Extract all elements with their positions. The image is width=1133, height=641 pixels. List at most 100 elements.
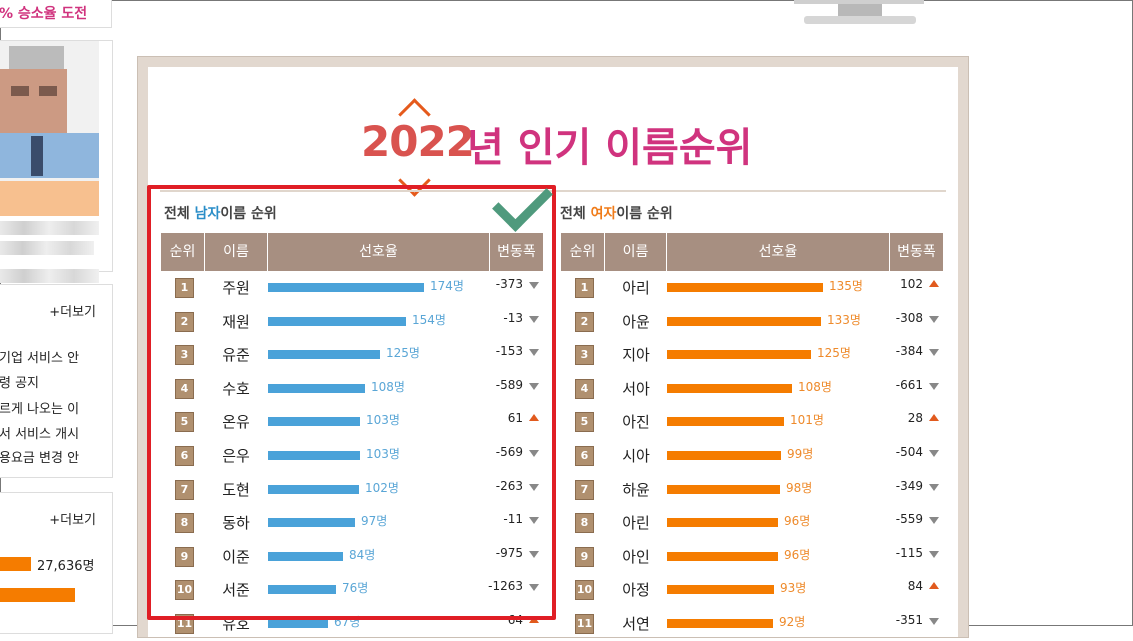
- preference-bar: [667, 484, 780, 494]
- female-ranking-table: 순위 이름 선호율 변동폭 1 아리 135명 102 2 아윤 133명 -308 3 지아 12…: [561, 233, 943, 634]
- preference-count: 108명: [371, 379, 405, 394]
- rank-badge: 5: [575, 412, 594, 433]
- table-row: 2 재원 154명 -13: [161, 305, 543, 339]
- female-heading: 전체 여자이름 순위: [560, 206, 673, 222]
- arrow-down-icon: [529, 315, 539, 323]
- change-value: -115: [895, 545, 923, 560]
- arrow-down-icon: [529, 584, 539, 592]
- monitor-icon: [794, 0, 924, 24]
- arrow-down-icon: [929, 550, 939, 558]
- notice-item[interactable]: 기업 서비스 안: [0, 351, 80, 366]
- name-cell: 서준: [222, 581, 250, 600]
- change-value: 102: [900, 277, 923, 291]
- col-preference: 선호율: [268, 233, 490, 271]
- preference-count: 97명: [361, 514, 388, 529]
- notice-item[interactable]: 서 서비스 개시: [0, 427, 80, 442]
- change-value: -308: [895, 310, 923, 325]
- table-row: 7 하윤 98명 -349: [561, 473, 943, 507]
- title-text: 년 인기 이름순위: [467, 125, 753, 171]
- stats-more-link[interactable]: +더보기: [49, 513, 96, 528]
- rank-badge: 3: [575, 345, 594, 366]
- name-cell: 아린: [622, 514, 650, 533]
- change-value: -153: [495, 344, 523, 359]
- name-cell: 온유: [222, 413, 250, 432]
- rank-badge: 9: [575, 546, 594, 567]
- change-value: -569: [495, 445, 523, 459]
- notice-item[interactable]: 르게 나오는 이: [0, 402, 80, 417]
- col-change: 변동폭: [897, 244, 936, 260]
- arrow-down-icon: [529, 382, 539, 390]
- preference-bar: [667, 551, 778, 561]
- preference-count: 103명: [366, 447, 400, 461]
- preference-bar: [268, 283, 424, 292]
- notice-box: +더보기 기업 서비스 안 령 공지 르게 나오는 이 서 서비스 개시 용요금…: [0, 284, 113, 478]
- notice-more-link[interactable]: +더보기: [49, 305, 96, 320]
- change-value: 84: [907, 579, 923, 594]
- rank-badge: 6: [175, 446, 194, 466]
- name-cell: 서연: [622, 615, 650, 633]
- preference-count: 174명: [430, 279, 464, 293]
- name-cell: 아리: [622, 279, 650, 297]
- rank-badge: 8: [575, 513, 594, 534]
- preference-bar: [268, 585, 336, 595]
- arrow-down-icon: [529, 450, 539, 457]
- col-name: 이름: [205, 233, 268, 271]
- table-row: 9 이준 84명 -975: [161, 540, 543, 574]
- change-value: -589: [495, 377, 523, 392]
- preference-count: 125명: [817, 346, 851, 361]
- preference-count: 101명: [790, 413, 824, 428]
- change-value: 28: [907, 411, 923, 426]
- table-row: 8 동하 97명 -11: [161, 506, 543, 540]
- rank-badge: 4: [175, 378, 194, 399]
- preference-count: 93명: [780, 581, 807, 596]
- preference-count: 125명: [386, 346, 420, 361]
- preference-bar: [268, 451, 360, 460]
- arrow-down-icon: [929, 618, 939, 625]
- col-rank: 순위: [161, 233, 205, 271]
- preference-count: 76명: [342, 581, 369, 596]
- name-cell: 하윤: [622, 480, 650, 499]
- female-heading-accent: 여자: [590, 206, 617, 222]
- female-table-header: 순위 이름 선호율 변동폭: [561, 233, 943, 271]
- preference-count: 84명: [349, 547, 376, 562]
- stat-bar-1: [0, 557, 31, 571]
- table-row: 9 아인 96명 -115: [561, 540, 943, 574]
- name-cell: 시아: [622, 447, 650, 465]
- name-cell: 아윤: [622, 312, 650, 331]
- table-row: 11 서연 92명 -351: [561, 607, 943, 641]
- preference-count: 103명: [366, 413, 400, 428]
- male-table-header: 순위 이름 선호율 변동폭: [161, 233, 543, 271]
- table-row: 3 유준 125명 -153: [161, 338, 543, 372]
- table-row: 10 아정 93명 84: [561, 573, 943, 607]
- highlight-box: [147, 185, 556, 620]
- side-banner-text: % 승소율 도전: [0, 6, 88, 22]
- arrow-up-icon: [929, 280, 939, 287]
- arrow-down-icon: [529, 483, 539, 491]
- table-row: 4 서아 108명 -661: [561, 372, 943, 406]
- preference-count: 98명: [786, 480, 813, 495]
- name-cell: 이준: [222, 547, 250, 566]
- preference-bar: [268, 484, 359, 494]
- side-banner[interactable]: % 승소율 도전: [0, 0, 112, 28]
- col-preference: 선호율: [667, 233, 890, 271]
- notice-item[interactable]: 용요금 변경 안: [0, 451, 80, 466]
- rank-badge: 8: [175, 513, 194, 534]
- name-cell: 은우: [222, 447, 250, 465]
- arrow-up-icon: [929, 582, 939, 590]
- title-year: 2022: [361, 117, 475, 166]
- rank-badge: 5: [175, 412, 194, 433]
- preference-count: 135명: [829, 279, 863, 293]
- preference-bar: [667, 619, 773, 628]
- table-row: 3 지아 125명 -384: [561, 338, 943, 372]
- notice-item[interactable]: 령 공지: [0, 376, 40, 391]
- preference-count: 92명: [779, 615, 806, 629]
- change-value: -975: [495, 545, 523, 560]
- preference-count: 99명: [787, 447, 814, 461]
- arrow-up-icon: [929, 414, 939, 422]
- change-value: -1263: [488, 579, 523, 594]
- preference-count: 102명: [365, 480, 399, 495]
- preference-count: 133명: [827, 312, 861, 327]
- change-value: 61: [507, 411, 523, 426]
- name-cell: 아정: [622, 581, 650, 600]
- change-value: -263: [495, 478, 523, 493]
